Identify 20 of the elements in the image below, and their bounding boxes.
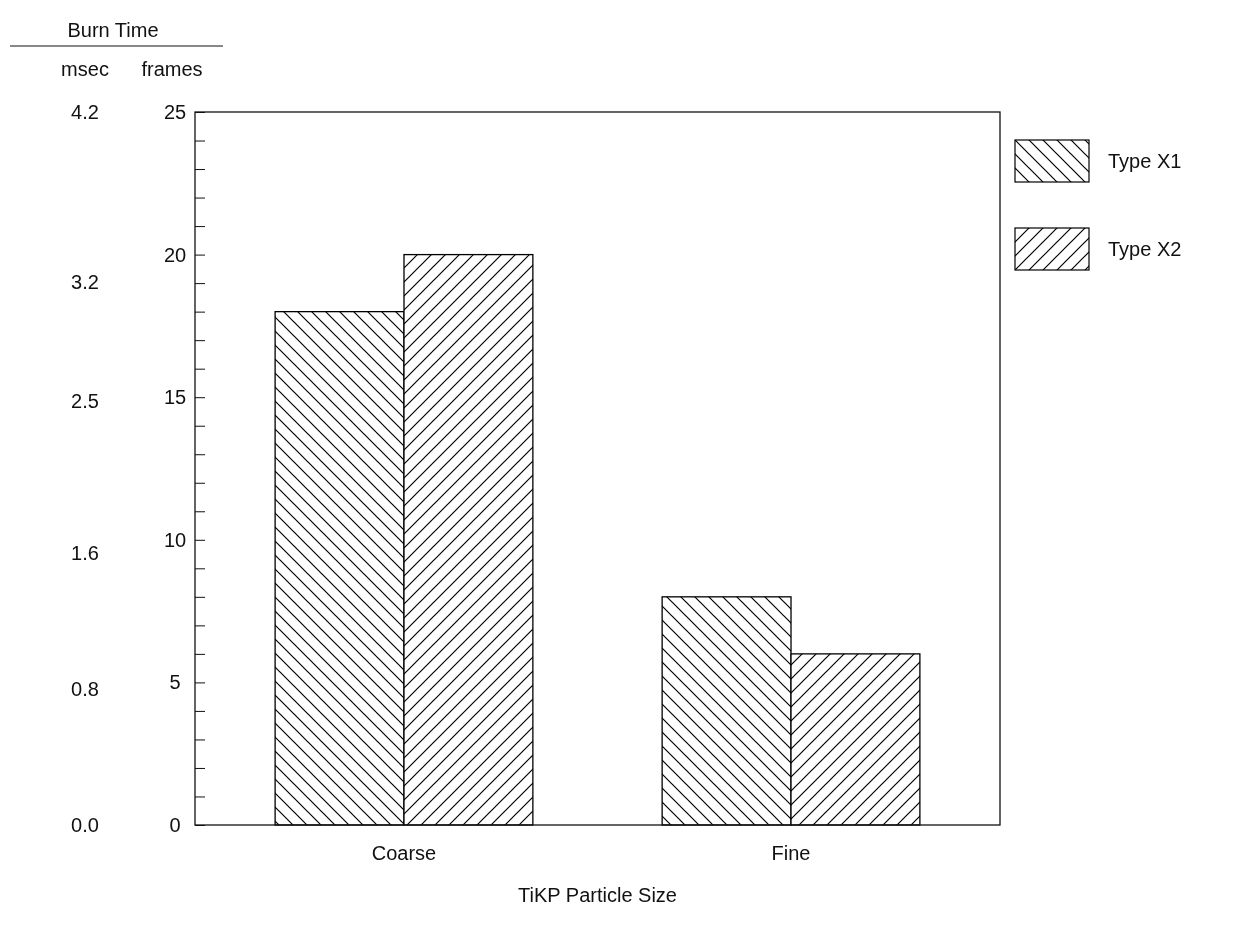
y-tick-label: 15 bbox=[163, 386, 187, 409]
y2-tick-label: 3.2 bbox=[71, 270, 99, 293]
y-tick-label: 5 bbox=[169, 671, 181, 694]
legend-label: Type X2 bbox=[1108, 238, 1182, 260]
y2-tick-label: 0.8 bbox=[71, 678, 99, 701]
y2-tick-label: 0.0 bbox=[71, 813, 99, 836]
y2-tick-label: 2.5 bbox=[71, 389, 99, 412]
y-axis-title: frames bbox=[141, 58, 203, 80]
y-tick-label: 25 bbox=[163, 100, 187, 123]
x-tick-label: Fine bbox=[771, 842, 811, 864]
y-tick-label: 0 bbox=[169, 813, 181, 836]
y2-tick-label: 4.2 bbox=[71, 100, 99, 123]
y-tick-label: 10 bbox=[163, 528, 187, 551]
chart-title: Burn Time bbox=[67, 19, 159, 41]
y2-tick-label: 1.6 bbox=[71, 542, 99, 565]
legend-label: Type X1 bbox=[1108, 150, 1182, 172]
y-tick-label: 20 bbox=[163, 243, 187, 266]
x-axis-title: TiKP Particle Size bbox=[518, 884, 677, 906]
y2-axis-title: msec bbox=[61, 58, 109, 80]
x-tick-label: Coarse bbox=[371, 842, 437, 864]
